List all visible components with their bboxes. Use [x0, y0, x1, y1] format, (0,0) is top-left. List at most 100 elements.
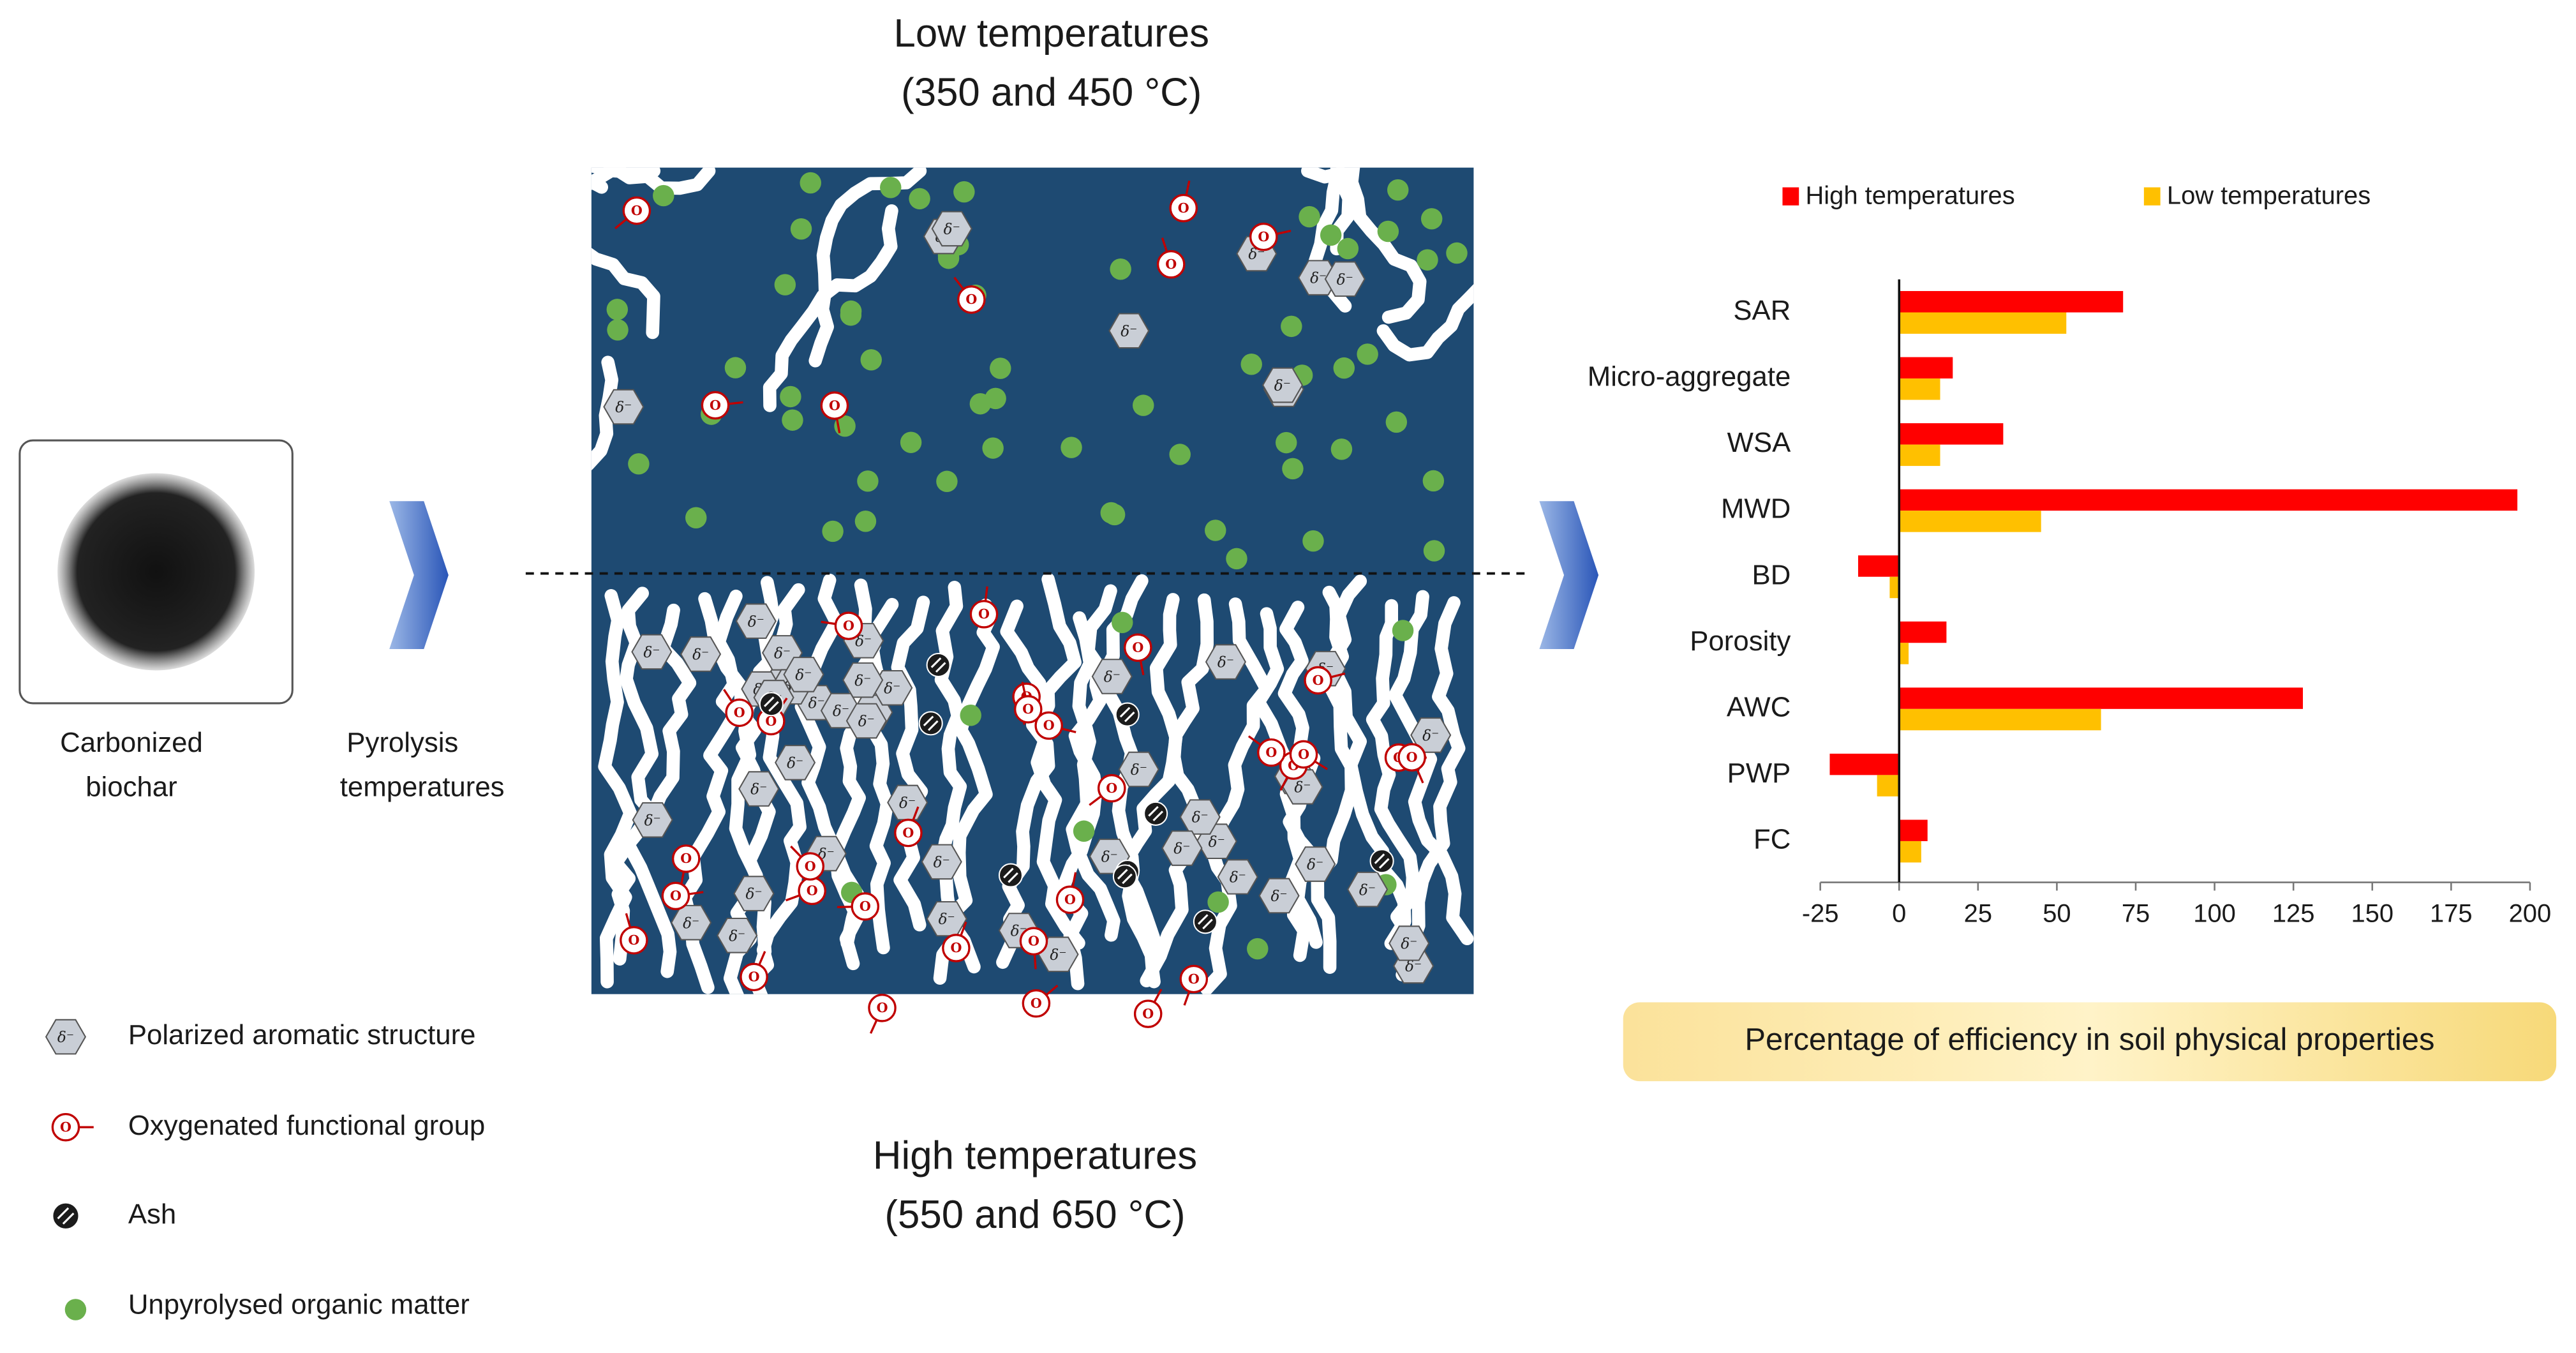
organic-matter [1240, 354, 1262, 375]
bar [1899, 378, 1940, 400]
organic-matter [1103, 504, 1126, 526]
oxygen-symbol: O [680, 851, 692, 866]
aromatic-hexagon [1298, 260, 1339, 295]
oxygen-symbol: O [805, 858, 816, 874]
organic-matter [1392, 620, 1414, 641]
bar [1899, 423, 2004, 445]
oxygen-ring [725, 698, 754, 728]
aromatic-hexagon [1161, 830, 1203, 866]
ash [1112, 864, 1137, 889]
aromatic-symbol: δ⁻ [57, 1029, 74, 1046]
bar [1899, 708, 2101, 731]
organic-matter [774, 274, 796, 295]
aromatic-symbol: δ⁻ [615, 399, 632, 416]
ash-hatch [923, 715, 934, 727]
bar [1829, 753, 1900, 775]
aromatic-hexagon [733, 876, 775, 911]
ash [759, 692, 784, 717]
aromatic-symbol: δ⁻ [1104, 669, 1120, 686]
oxygen-tail [723, 689, 733, 703]
oxygen-tail [625, 913, 632, 928]
oxygen-tail [1416, 768, 1424, 784]
oxygen-symbol: O [628, 932, 639, 948]
oxygen-ring [620, 926, 648, 955]
oxygen-symbol: O [1406, 749, 1418, 765]
carbon-chain [591, 167, 716, 195]
oxygen-symbol: O [765, 714, 777, 729]
oxygen-symbol: O [877, 1000, 888, 1015]
low-temp-title: Low temperatures [894, 11, 1210, 56]
oxygen-tail [821, 620, 836, 625]
bar [1899, 841, 1921, 863]
aromatic-symbol: δ⁻ [750, 781, 767, 798]
aromatic-symbol: δ⁻ [774, 645, 791, 662]
oxygen-ring [1169, 193, 1198, 223]
oxygen-tail [1330, 672, 1346, 678]
oxygen-ring [820, 391, 849, 420]
organic-matter [880, 177, 902, 198]
legend-organic [64, 1299, 87, 1320]
oxygen-tail [1279, 777, 1288, 791]
organic-matter [607, 319, 629, 341]
aromatic-hexagon [1410, 717, 1452, 753]
aromatic-hexagon [1091, 659, 1133, 694]
oxygen-tail [1033, 954, 1037, 969]
structure-decor: δ⁻δ⁻δ⁻δ⁻δ⁻δ⁻δ⁻δ⁻δ⁻OOOOOOOδ⁻δ⁻δ⁻δ⁻δ⁻δ⁻δ⁻δ… [591, 167, 1474, 1034]
aromatic-hexagon [717, 917, 758, 953]
oxygen-ring [969, 600, 999, 629]
organic-matter [606, 299, 629, 320]
oxygen-ring [1022, 989, 1051, 1018]
category-label: Porosity [1690, 625, 1791, 657]
category-label: SAR [1733, 295, 1791, 326]
aromatic-symbol: δ⁻ [1050, 946, 1066, 964]
organic-matter [1417, 249, 1438, 271]
aromatic-hexagon [845, 703, 887, 739]
oxygen-tail [1089, 795, 1102, 806]
organic-matter [1207, 891, 1229, 913]
oxygen-symbol: O [829, 398, 840, 413]
oxygen-symbol: O [1188, 971, 1200, 987]
category-label: BD [1752, 559, 1791, 590]
oxygen-ring [1156, 250, 1186, 279]
oxygen-ring [622, 196, 651, 225]
oxygen-symbol: O [670, 888, 681, 904]
aromatic-symbol: δ⁻ [644, 812, 661, 829]
ash [1369, 849, 1394, 874]
aromatic-symbol: δ⁻ [899, 795, 916, 812]
aromatic-symbol: δ⁻ [944, 221, 960, 238]
organic-matter [1337, 237, 1359, 260]
organic-matter [724, 357, 747, 378]
organic-matter [1357, 343, 1378, 365]
ash-hatch [928, 720, 939, 731]
carbon-chain [1366, 599, 1422, 982]
oxygen-ring [868, 994, 897, 1022]
aromatic-hexagon [1205, 644, 1247, 680]
oxygen-ring [1124, 633, 1152, 662]
organic-matter [982, 437, 1004, 459]
oxygen-ring [1019, 927, 1048, 956]
bar [1899, 687, 2303, 709]
aromatic-symbol: δ⁻ [1310, 270, 1327, 287]
caption-box [1623, 1002, 2557, 1082]
ash [1193, 909, 1217, 934]
oxygen-tail [984, 586, 988, 602]
legend-label: Ash [128, 1199, 176, 1230]
oxygen-ring [1133, 999, 1163, 1028]
organic-matter [1169, 444, 1191, 465]
oxygen-tail [785, 894, 800, 902]
low-temp-range: (350 and 450 °C) [901, 71, 1202, 115]
high-temp-title: High temperatures [873, 1133, 1197, 1177]
organic-matter [628, 453, 650, 475]
oxygen-tail [1139, 660, 1145, 676]
oxygen-symbol: O [1258, 229, 1269, 244]
biochar-label: Carbonized [60, 727, 203, 758]
organic-matter [1420, 208, 1443, 230]
ash-hatch [1124, 711, 1135, 722]
oxygen-ring [701, 391, 730, 420]
oxygen-symbol: O [1106, 781, 1117, 796]
oxygen-symbol: O [1064, 892, 1076, 908]
aromatic-symbol: δ⁻ [1120, 323, 1137, 340]
aromatic-hexagon [1258, 878, 1300, 914]
aromatic-hexagon [842, 662, 884, 698]
aromatic-symbol: δ⁻ [1359, 881, 1376, 899]
